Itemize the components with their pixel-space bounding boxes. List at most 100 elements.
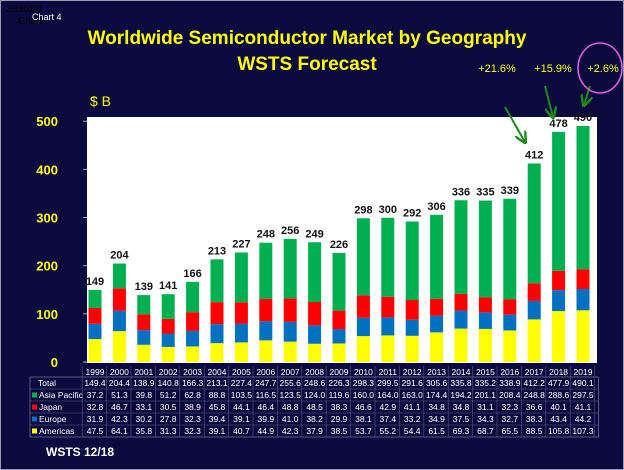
bar-total-label: 227 — [232, 238, 250, 250]
table-cell: 35.8 — [136, 426, 153, 436]
table-cell: 44.1 — [233, 402, 250, 412]
legend-swatch — [32, 392, 37, 398]
bar-segment-japan — [405, 300, 419, 320]
bar-total-label: 226 — [330, 239, 348, 251]
table-cell: 41.0 — [282, 414, 299, 424]
bar-segment-americas — [576, 310, 590, 362]
bar-segment-asia-pacific — [552, 131, 566, 271]
bar-segment-asia-pacific — [454, 200, 468, 294]
bar-total-label: 306 — [427, 201, 445, 213]
bar-segment-americas — [405, 335, 419, 362]
table-year-header: 2014 — [452, 367, 471, 377]
bar-segment-japan — [259, 298, 273, 322]
table-row-label: Asia Pacific — [39, 390, 84, 400]
table-cell: 124.0 — [304, 390, 326, 400]
bar-total-label: 339 — [501, 185, 519, 197]
table-cell: 208.4 — [499, 390, 521, 400]
table-year-header: 2003 — [183, 367, 202, 377]
bar-total-label: 166 — [183, 268, 201, 280]
bar-segment-japan — [234, 302, 248, 324]
table-cell: 69.3 — [453, 426, 470, 436]
table-cell: 47.5 — [87, 426, 104, 436]
bar-segment-europe — [356, 317, 370, 337]
bar-total-label: 149 — [86, 276, 104, 288]
table-row-label: Americas — [39, 426, 74, 436]
table-cell: 247.7 — [255, 378, 277, 388]
table-cell: 105.8 — [548, 426, 570, 436]
bar-segment-asia-pacific — [332, 253, 346, 311]
bar-segment-americas — [552, 311, 566, 362]
bar-segment-japan — [576, 269, 590, 290]
table-cell: 138.9 — [133, 378, 155, 388]
table-cell: 48.5 — [306, 402, 323, 412]
table-cell: 39.1 — [209, 426, 226, 436]
legend-swatch — [32, 428, 37, 434]
table-cell: 33.2 — [404, 414, 421, 424]
y-tick-label: 300 — [36, 211, 58, 226]
table-cell: 412.2 — [524, 378, 546, 388]
table-cell: 41.1 — [575, 402, 592, 412]
table-cell: 227.4 — [231, 378, 253, 388]
bar-segment-europe — [234, 323, 248, 343]
bar-segment-americas — [210, 343, 224, 362]
table-cell: 32.8 — [87, 402, 104, 412]
table-cell: 160.0 — [353, 390, 375, 400]
bar-segment-americas — [112, 331, 126, 362]
table-cell: 164.0 — [377, 390, 399, 400]
table-cell: 51.2 — [160, 390, 177, 400]
table-year-header: 2005 — [232, 367, 251, 377]
bar-segment-japan — [88, 307, 102, 324]
highlight-circle — [577, 42, 623, 94]
table-cell: 335.2 — [475, 378, 497, 388]
table-cell: 36.6 — [526, 402, 543, 412]
bar-segment-asia-pacific — [259, 242, 273, 299]
bar-total-label: 490 — [574, 112, 592, 124]
bar-segment-europe — [210, 324, 224, 344]
table-cell: 48.8 — [282, 402, 299, 412]
chart-title: Worldwide Semiconductor Market by Geogra… — [88, 28, 527, 49]
bar-segment-europe — [478, 312, 492, 329]
bar-total-label: 248 — [257, 229, 275, 241]
bar-segment-europe — [308, 325, 322, 344]
bar-total-label: 256 — [281, 225, 299, 237]
table-cell: 39.1 — [233, 414, 250, 424]
table-cell: 61.5 — [428, 426, 445, 436]
bar-segment-asia-pacific — [161, 294, 175, 319]
table-cell: 297.5 — [572, 390, 594, 400]
table-cell: 43.4 — [550, 414, 567, 424]
bar-segment-japan — [552, 270, 566, 291]
bar-segment-europe — [88, 323, 102, 340]
y-axis-label: $ B — [90, 93, 111, 109]
table-cell: 194.2 — [450, 390, 472, 400]
table-year-header: 2004 — [208, 367, 227, 377]
bar-segment-asia-pacific — [430, 214, 444, 299]
table-cell: 55.2 — [380, 426, 397, 436]
table-cell: 27.8 — [160, 414, 177, 424]
table-cell: 32.3 — [184, 426, 201, 436]
overlay-text-date: 20180208 — [6, 5, 42, 14]
table-year-header: 2001 — [134, 367, 153, 377]
growth-annotation: +21.6% — [478, 63, 516, 75]
table-year-header: 2019 — [574, 367, 593, 377]
table-cell: 288.6 — [548, 390, 570, 400]
data-table-border — [29, 376, 599, 438]
bar-segment-europe — [283, 321, 297, 342]
bar-segment-europe — [576, 289, 590, 311]
table-cell: 31.1 — [477, 402, 494, 412]
bar-segment-asia-pacific — [234, 252, 248, 303]
bar-segment-europe — [112, 310, 126, 332]
table-cell: 32.3 — [502, 402, 519, 412]
bar-segment-europe — [381, 317, 395, 336]
table-row-label: Japan — [39, 402, 62, 412]
table-cell: 140.8 — [158, 378, 180, 388]
bar-segment-japan — [161, 318, 175, 334]
table-cell: 62.8 — [184, 390, 201, 400]
bar-segment-asia-pacific — [112, 263, 126, 289]
y-tick-label: 100 — [36, 307, 58, 322]
table-cell: 88.8 — [209, 390, 226, 400]
bar-segment-europe — [137, 330, 151, 345]
bar-segment-japan — [308, 301, 322, 326]
table-year-header: 2000 — [110, 367, 129, 377]
bar-segment-americas — [381, 335, 395, 362]
table-cell: 46.7 — [111, 402, 128, 412]
